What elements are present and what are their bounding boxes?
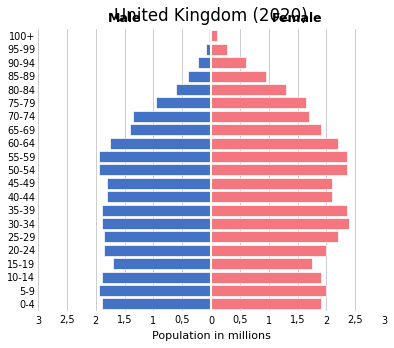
Bar — [198, 57, 211, 68]
Bar — [104, 245, 211, 256]
Bar — [102, 272, 211, 283]
Bar — [98, 165, 211, 175]
Text: Female: Female — [272, 12, 323, 25]
Bar — [211, 151, 346, 162]
Bar — [211, 299, 321, 309]
Bar — [211, 138, 338, 149]
Bar — [104, 231, 211, 243]
Bar — [110, 138, 211, 149]
Bar — [211, 124, 321, 135]
Bar — [211, 165, 346, 175]
Text: Male: Male — [108, 12, 141, 25]
Bar — [130, 124, 211, 135]
Bar — [206, 44, 211, 55]
Bar — [211, 84, 286, 95]
Bar — [209, 31, 211, 41]
Bar — [133, 111, 211, 122]
Bar — [211, 57, 245, 68]
Bar — [211, 245, 326, 256]
Bar — [107, 191, 211, 202]
Bar — [156, 97, 211, 109]
Bar — [211, 231, 338, 243]
Bar — [102, 299, 211, 309]
Bar — [211, 285, 326, 296]
Bar — [107, 178, 211, 189]
Bar — [211, 178, 332, 189]
Bar — [211, 44, 227, 55]
Bar — [211, 111, 309, 122]
Bar — [211, 97, 306, 109]
Bar — [102, 205, 211, 216]
Bar — [102, 218, 211, 229]
Bar — [98, 151, 211, 162]
Bar — [211, 71, 266, 82]
Bar — [211, 218, 349, 229]
Bar — [177, 84, 211, 95]
Title: United Kingdom (2020): United Kingdom (2020) — [114, 7, 308, 25]
Bar — [188, 71, 211, 82]
Bar — [211, 258, 312, 269]
Bar — [98, 285, 211, 296]
Bar — [211, 272, 321, 283]
Bar — [211, 205, 346, 216]
Bar — [211, 31, 217, 41]
Bar — [113, 258, 211, 269]
X-axis label: Population in millions: Population in millions — [152, 331, 271, 341]
Bar — [211, 191, 332, 202]
